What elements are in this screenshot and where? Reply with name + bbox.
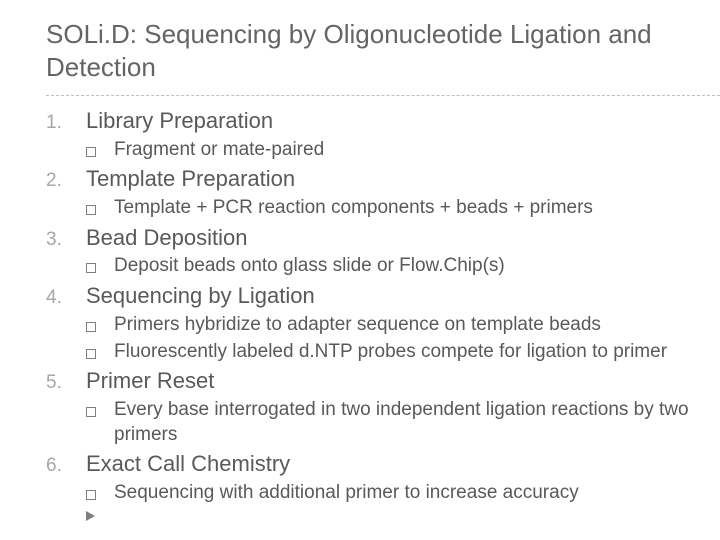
item-number: 1. xyxy=(46,112,86,134)
list-item: 6.Exact Call ChemistrySequencing with ad… xyxy=(46,449,720,525)
item-number: 3. xyxy=(46,229,86,251)
list-item: 3.Bead DepositionDeposit beads onto glas… xyxy=(46,223,720,279)
sub-row: Template + PCR reaction components + bea… xyxy=(46,196,720,221)
sub-text: Fragment or mate-paired xyxy=(114,138,324,163)
sub-row: Primers hybridize to adapter sequence on… xyxy=(46,313,720,338)
sub-text: Primers hybridize to adapter sequence on… xyxy=(114,313,601,338)
triangle-right-icon xyxy=(86,511,95,521)
list-item: 4.Sequencing by LigationPrimers hybridiz… xyxy=(46,281,720,364)
item-number: 4. xyxy=(46,287,86,309)
checkbox-icon xyxy=(86,263,96,273)
outline-list: 1.Library PreparationFragment or mate-pa… xyxy=(46,106,720,526)
item-heading: Library Preparation xyxy=(86,106,273,136)
sub-text: Fluorescently labeled d.NTP probes compe… xyxy=(114,340,667,365)
item-row: 2.Template Preparation xyxy=(46,164,720,194)
item-row: 3.Bead Deposition xyxy=(46,223,720,253)
item-number: 6. xyxy=(46,455,86,477)
item-heading: Exact Call Chemistry xyxy=(86,449,290,479)
sub-row: Fragment or mate-paired xyxy=(46,138,720,163)
item-row: 1.Library Preparation xyxy=(46,106,720,136)
item-heading: Template Preparation xyxy=(86,164,295,194)
item-heading: Sequencing by Ligation xyxy=(86,281,315,311)
sub-text: Sequencing with additional primer to inc… xyxy=(114,481,579,506)
checkbox-icon xyxy=(86,490,96,500)
list-item: 1.Library PreparationFragment or mate-pa… xyxy=(46,106,720,162)
sub-row: Sequencing with additional primer to inc… xyxy=(46,481,720,506)
list-item: 2.Template PreparationTemplate + PCR rea… xyxy=(46,164,720,220)
checkbox-icon xyxy=(86,349,96,359)
item-heading: Bead Deposition xyxy=(86,223,247,253)
item-row: 5.Primer Reset xyxy=(46,366,720,396)
item-row: 4.Sequencing by Ligation xyxy=(46,281,720,311)
sub-text: Deposit beads onto glass slide or Flow.C… xyxy=(114,254,505,279)
sub-row: Fluorescently labeled d.NTP probes compe… xyxy=(46,340,720,365)
sub-row: Deposit beads onto glass slide or Flow.C… xyxy=(46,254,720,279)
checkbox-icon xyxy=(86,205,96,215)
arrow-row xyxy=(46,508,720,526)
checkbox-icon xyxy=(86,407,96,417)
item-row: 6.Exact Call Chemistry xyxy=(46,449,720,479)
sub-text: Template + PCR reaction components + bea… xyxy=(114,196,593,221)
item-number: 2. xyxy=(46,170,86,192)
sub-row: Every base interrogated in two independe… xyxy=(46,398,720,447)
item-number: 5. xyxy=(46,372,86,394)
list-item: 5.Primer ResetEvery base interrogated in… xyxy=(46,366,720,447)
checkbox-icon xyxy=(86,147,96,157)
sub-text: Every base interrogated in two independe… xyxy=(114,398,720,447)
item-heading: Primer Reset xyxy=(86,366,214,396)
slide-title: SOLi.D: Sequencing by Oligonucleotide Li… xyxy=(46,18,720,96)
checkbox-icon xyxy=(86,322,96,332)
